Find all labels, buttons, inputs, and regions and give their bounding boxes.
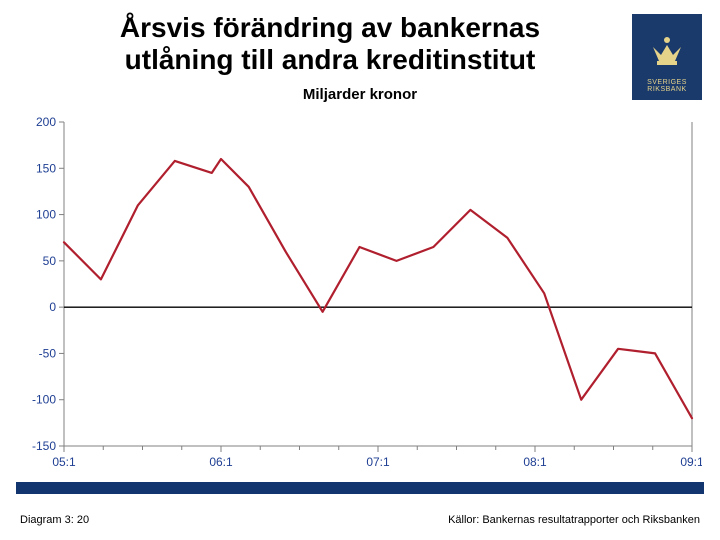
svg-text:150: 150 (36, 161, 56, 175)
svg-text:-50: -50 (39, 346, 57, 360)
svg-text:08:1: 08:1 (523, 455, 547, 469)
svg-text:0: 0 (49, 300, 56, 314)
svg-text:06:1: 06:1 (209, 455, 233, 469)
svg-text:100: 100 (36, 208, 56, 222)
slide: Årsvis förändring av bankernas utlåning … (0, 0, 720, 540)
slide-title: Årsvis förändring av bankernas utlåning … (0, 12, 720, 76)
svg-text:-100: -100 (32, 393, 56, 407)
crown-icon (647, 33, 687, 73)
riksbank-logo: SVERIGES RIKSBANK (632, 14, 702, 100)
title-line-1: Årsvis förändring av bankernas (120, 12, 540, 43)
logo-text: SVERIGES RIKSBANK (647, 79, 687, 94)
svg-text:05:1: 05:1 (52, 455, 76, 469)
svg-text:-150: -150 (32, 439, 56, 453)
divider-bar (16, 482, 704, 494)
source-label: Källor: Bankernas resultatrapporter och … (448, 514, 700, 526)
svg-text:07:1: 07:1 (366, 455, 390, 469)
svg-text:09:1: 09:1 (680, 455, 702, 469)
svg-text:50: 50 (43, 254, 57, 268)
svg-text:200: 200 (36, 115, 56, 129)
diagram-label: Diagram 3: 20 (20, 514, 89, 526)
chart-area: -150 -100 -50 0 50 100 150 200 05:1 06:1 07:1 08:1 0… (18, 114, 702, 474)
slide-subtitle: Miljarder kronor (0, 86, 720, 103)
title-line-2: utlåning till andra kreditinstitut (125, 44, 536, 75)
line-chart: -150 -100 -50 0 50 100 150 200 05:1 06:1 07:1 08:1 0… (18, 114, 702, 474)
